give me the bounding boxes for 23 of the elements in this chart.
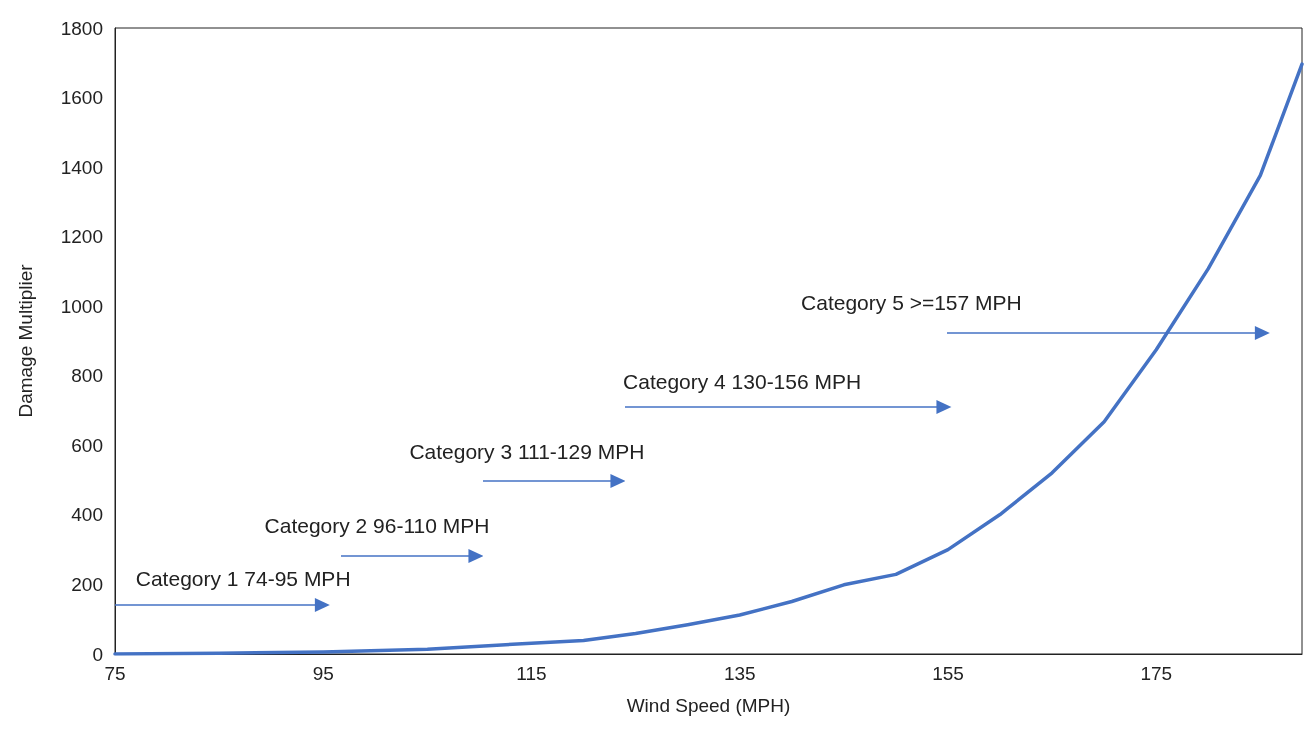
- annotation: Category 2 96-110 MPH: [264, 513, 490, 537]
- x-axis-title: Wind Speed (MPH): [626, 695, 791, 716]
- annotation: Category 4 130-156 MPH: [623, 369, 862, 393]
- x-tick-label: 75: [104, 663, 126, 684]
- annotation: Category 3 111-129 MPH: [409, 439, 645, 463]
- y-tick-label: 1400: [60, 156, 103, 178]
- y-tick-label: 0: [92, 643, 103, 665]
- y-tick-label: 1600: [60, 87, 103, 109]
- y-tick-label: 200: [71, 573, 103, 595]
- y-axis-title: Damage Multiplier: [15, 263, 36, 418]
- y-tick-label: 800: [71, 365, 103, 387]
- x-tick-label: 135: [723, 663, 756, 684]
- annotation: Category 1 74-95 MPH: [135, 567, 351, 591]
- y-tick-label: 1000: [60, 295, 103, 317]
- x-tick-label: 155: [932, 663, 964, 684]
- x-tick-label: 95: [312, 663, 334, 684]
- y-tick-label: 600: [71, 434, 103, 456]
- y-tick-label: 1200: [60, 226, 103, 248]
- annotation: Category 5 >=157 MPH: [801, 291, 1022, 315]
- y-tick-label: 400: [71, 504, 103, 526]
- x-tick-label: 175: [1140, 663, 1173, 684]
- x-tick-label: 115: [516, 663, 547, 684]
- y-tick-label: 1800: [60, 17, 103, 39]
